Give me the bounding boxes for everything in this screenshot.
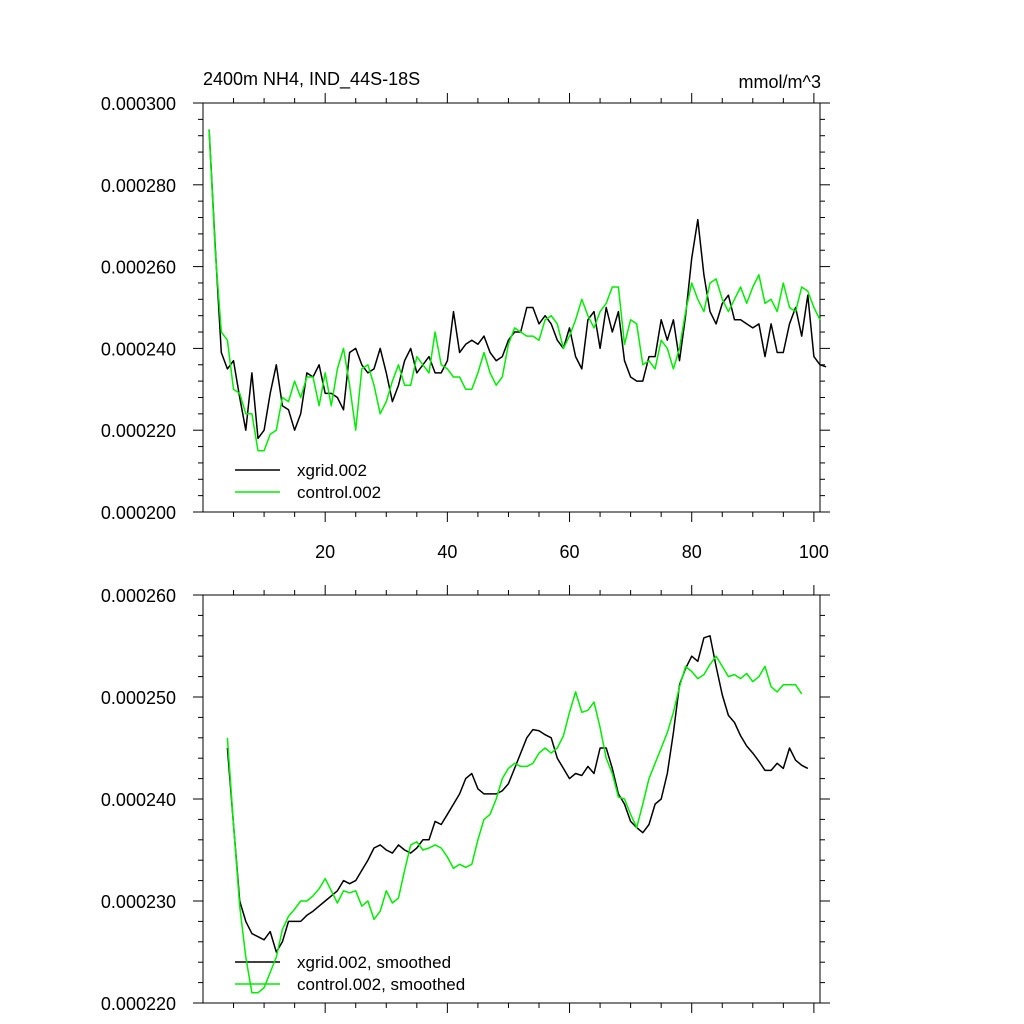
legend-label: xgrid.002, smoothed (297, 953, 451, 972)
y-tick-label: 0.000230 (101, 892, 176, 912)
bottom-panel: 0.000220 0.000230 0.000240 0.000250 0.000260… (101, 585, 830, 1014)
y-tick-label: 0.000260 (101, 586, 176, 606)
x-tick-label: 80 (682, 542, 702, 562)
y-tick-label: 0.000220 (101, 421, 176, 441)
top-panel: 2400m NH4, IND_44S-18S mmol/m^3 20 40 60 80… (101, 69, 830, 562)
legend-label: control.002, smoothed (297, 975, 465, 994)
series-line-control-002 (208, 129, 821, 452)
legend-label: control.002 (297, 483, 381, 502)
x-tick-label: 20 (315, 542, 335, 562)
y-tick-label: 0.000280 (101, 176, 176, 196)
legend-label: xgrid.002 (297, 461, 367, 480)
plot-frame (202, 102, 821, 513)
series-line-control-002-smoothed (226, 655, 803, 994)
y-tick-label: 0.000300 (101, 94, 176, 114)
y-tick-label: 0.000240 (101, 790, 176, 810)
x-tick-label: 60 (560, 542, 580, 562)
y-tick-label: 0.000200 (101, 503, 176, 523)
panel-title-left: 2400m NH4, IND_44S-18S (203, 69, 420, 90)
panel-title-units: mmol/m^3 (739, 72, 821, 92)
plot-frame (202, 594, 821, 1004)
x-tick-label: 100 (799, 542, 829, 562)
y-tick-label: 0.000240 (101, 339, 176, 359)
y-tick-label: 0.000260 (101, 258, 176, 278)
y-tick-label: 0.000250 (101, 688, 176, 708)
series-line-xgrid-002-smoothed (226, 635, 809, 953)
y-tick-label: 0.000220 (101, 994, 176, 1014)
x-tick-label: 40 (437, 542, 457, 562)
